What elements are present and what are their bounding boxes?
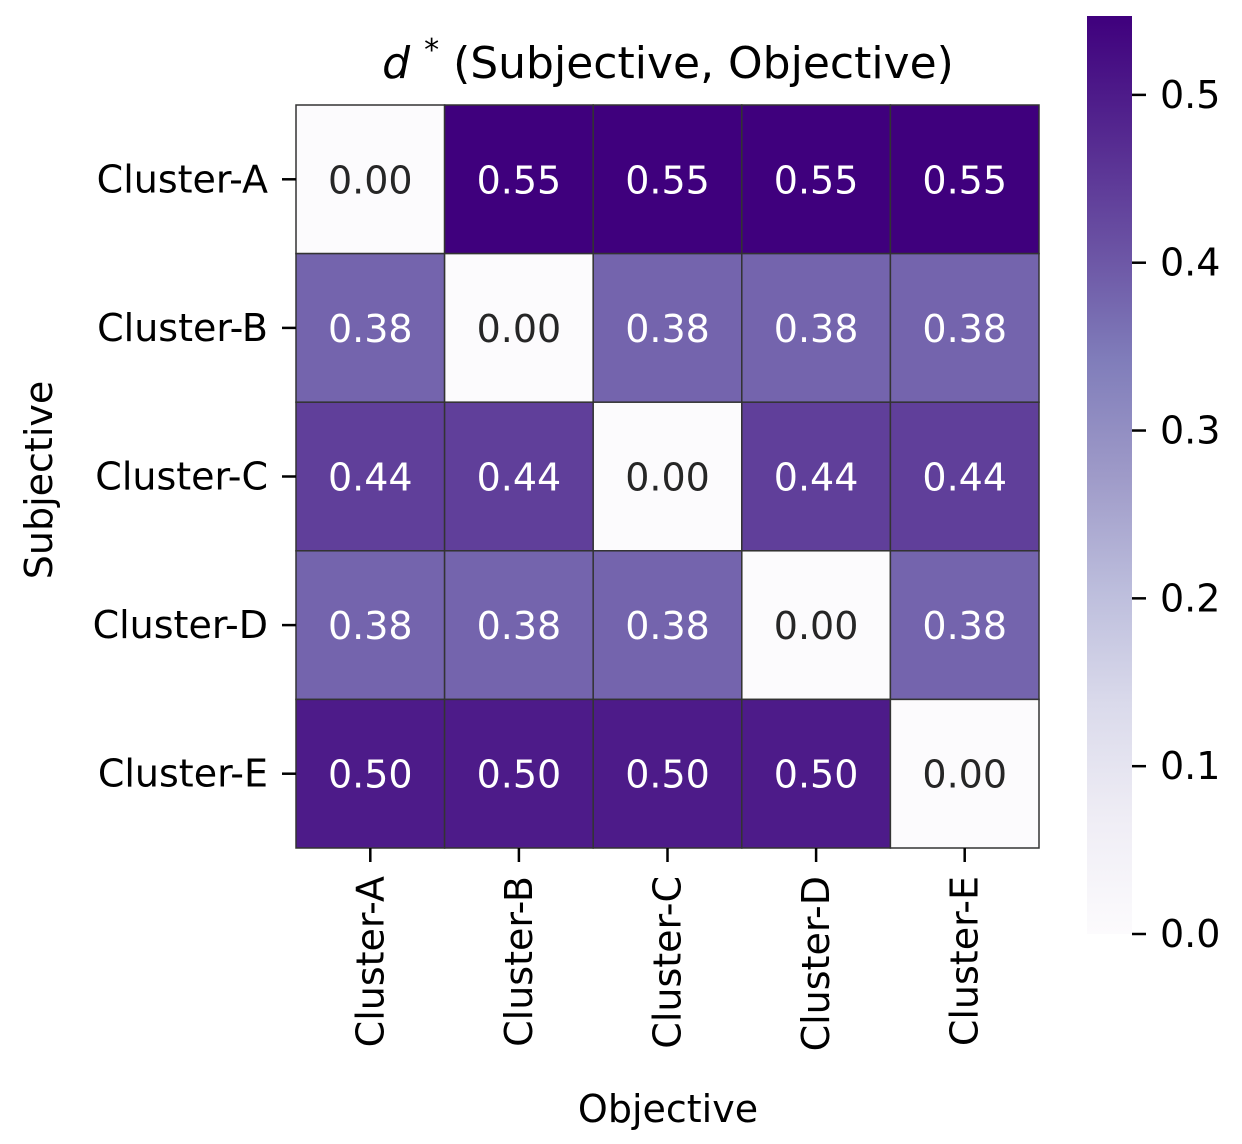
heatmap-cell <box>889 550 1040 701</box>
heatmap-cell <box>592 252 743 403</box>
heatmap-cell <box>443 698 594 849</box>
heatmap-cell <box>295 104 446 255</box>
heatmap-cell <box>889 104 1040 255</box>
cell-value-label: 0.38 <box>477 604 562 648</box>
cell-value-label: 0.50 <box>328 753 413 797</box>
x-axis-label: Objective <box>578 1087 758 1131</box>
cell-value-label: 0.50 <box>625 753 710 797</box>
colorbar-tick-label: 0.3 <box>1160 409 1220 453</box>
heatmap-cell <box>443 550 594 701</box>
y-tick-label: Cluster-B <box>97 306 268 350</box>
x-tick-label: Cluster-D <box>794 876 838 1051</box>
colorbar-tick-label: 0.0 <box>1160 912 1220 956</box>
colorbar-gradient <box>1087 16 1132 934</box>
heatmap-cell <box>592 104 743 255</box>
y-tick-label: Cluster-A <box>97 157 268 201</box>
cell-value-label: 0.44 <box>774 456 859 500</box>
chart-title-rest: (Subjective, Objective) <box>453 38 954 89</box>
cell-value-label: 0.50 <box>774 753 859 797</box>
y-tick-label: Cluster-D <box>93 603 268 647</box>
cell-value-label: 0.50 <box>477 753 562 797</box>
cell-value-label: 0.44 <box>477 456 562 500</box>
colorbar-tick-label: 0.1 <box>1160 744 1220 788</box>
x-tick-label: Cluster-E <box>943 876 987 1046</box>
heatmap-cells: 0.00 0.55 0.55 0.55 0.55 0.38 0.00 0.38 0.38 0.38… <box>295 104 1040 849</box>
x-tick-label: Cluster-B <box>497 876 541 1047</box>
colorbar-tick-label: 0.4 <box>1160 241 1220 285</box>
heatmap-cell <box>741 550 892 701</box>
heatmap-cell <box>889 698 1040 849</box>
cell-value-label: 0.00 <box>328 158 413 202</box>
cell-value-label: 0.55 <box>625 158 710 202</box>
cell-value-label: 0.44 <box>328 456 413 500</box>
heatmap-cell <box>443 104 594 255</box>
chart-title-sup: * <box>424 33 439 68</box>
cell-value-label: 0.55 <box>477 158 562 202</box>
heatmap-cell <box>592 401 743 552</box>
cell-value-label: 0.00 <box>922 753 1007 797</box>
heatmap-cell <box>741 104 892 255</box>
heatmap-cell <box>592 698 743 849</box>
colorbar-tick-label: 0.2 <box>1160 576 1220 620</box>
colorbar-ticks: 0.0 0.1 0.2 0.3 0.4 0.5 <box>1132 73 1220 956</box>
colorbar: 0.0 0.1 0.2 0.3 0.4 0.5 <box>1087 16 1220 956</box>
y-axis-ticks: Cluster-A Cluster-B Cluster-C Cluster-D Clus… <box>93 157 296 796</box>
chart-title: d * (Subjective, Objective) <box>382 20 954 89</box>
x-tick-label: Cluster-C <box>646 876 690 1049</box>
cell-value-label: 0.00 <box>477 307 562 351</box>
heatmap-cell <box>295 698 446 849</box>
cell-value-label: 0.38 <box>922 307 1007 351</box>
cell-value-label: 0.38 <box>774 307 859 351</box>
cell-value-label: 0.38 <box>328 604 413 648</box>
heatmap-cell <box>741 401 892 552</box>
cell-value-label: 0.55 <box>922 158 1007 202</box>
cell-value-label: 0.38 <box>922 604 1007 648</box>
heatmap-cell <box>295 252 446 403</box>
cell-value-label: 0.00 <box>774 604 859 648</box>
y-tick-label: Cluster-E <box>98 752 268 796</box>
cell-value-label: 0.55 <box>774 158 859 202</box>
heatmap-cell <box>443 401 594 552</box>
heatmap-cell <box>592 550 743 701</box>
cell-value-label: 0.44 <box>922 456 1007 500</box>
chart-title-main: d <box>382 38 411 89</box>
x-axis-ticks: Cluster-A Cluster-B Cluster-C Cluster-D Clus… <box>348 848 987 1051</box>
cell-value-label: 0.38 <box>625 307 710 351</box>
colorbar-tick-label: 0.5 <box>1160 73 1220 117</box>
heatmap-cell <box>889 252 1040 403</box>
cell-value-label: 0.00 <box>625 456 710 500</box>
cell-value-label: 0.38 <box>328 307 413 351</box>
heatmap-cell <box>889 401 1040 552</box>
cell-value-label: 0.38 <box>625 604 710 648</box>
y-tick-label: Cluster-C <box>95 455 268 499</box>
x-tick-label: Cluster-A <box>348 876 392 1047</box>
y-axis-label: Subjective <box>17 381 61 579</box>
